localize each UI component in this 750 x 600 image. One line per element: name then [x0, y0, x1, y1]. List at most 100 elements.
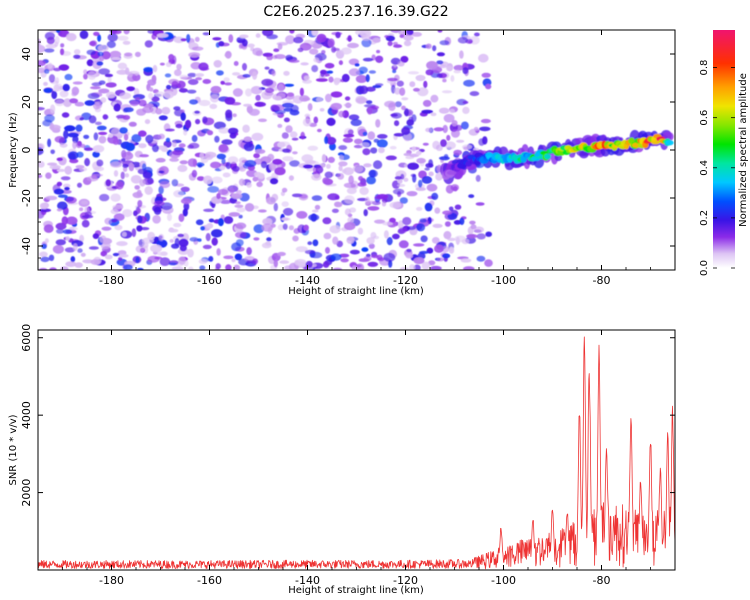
- spectrogram-blob: [246, 260, 257, 264]
- spectrogram-blob: [274, 54, 286, 60]
- spectrogram-blob: [316, 33, 327, 43]
- spectrogram-blob: [372, 37, 381, 43]
- spectrogram-blob: [112, 204, 124, 210]
- spectrogram-blob: [425, 69, 434, 76]
- spectrogram-blob: [243, 136, 252, 142]
- spectrogram-blob: [126, 150, 132, 156]
- spectrogram-blob: [225, 161, 232, 170]
- spectrogram-blob: [417, 87, 429, 97]
- spectrogram-blob: [60, 266, 69, 270]
- spectrogram-x-label: Height of straight line (km): [288, 286, 424, 297]
- spectrogram-blob: [367, 131, 376, 140]
- colorbar-tick-label: 0.8: [699, 60, 710, 76]
- spectrogram-blob: [421, 261, 430, 270]
- spectrogram-blob: [394, 87, 401, 95]
- spectrogram-blob: [156, 33, 169, 38]
- spectrogram-blob: [456, 139, 465, 143]
- spectrogram-blob: [413, 87, 420, 92]
- spectrogram-blob: [84, 100, 95, 106]
- spectrogram-blob: [56, 208, 63, 212]
- spectrogram-blob: [39, 202, 49, 210]
- spectrogram-blob: [83, 134, 90, 139]
- spectrogram-blob: [93, 31, 100, 36]
- spectrogram-blob: [300, 62, 309, 66]
- spectrogram-blob: [214, 135, 220, 143]
- x-tick-label: -80: [593, 274, 611, 287]
- spectrogram-blob: [411, 146, 416, 152]
- spectrogram-blob: [478, 53, 489, 63]
- spectrogram-blob: [210, 94, 220, 103]
- spectrogram-blob: [158, 115, 168, 121]
- spectrogram-blob: [41, 243, 47, 249]
- spectrogram-blob: [253, 237, 260, 241]
- spectrogram-blob: [110, 57, 122, 61]
- y-tick-label: 6000: [20, 324, 33, 352]
- spectrogram-blob: [266, 54, 274, 61]
- spectrogram-blob: [338, 161, 348, 167]
- spectrogram-blob: [49, 30, 58, 33]
- spectrogram-blob: [62, 83, 70, 92]
- spectrogram-blob: [101, 51, 111, 60]
- spectrogram-blob: [196, 176, 205, 182]
- spectrogram-blob: [231, 242, 242, 252]
- spectrogram-blob: [302, 118, 312, 127]
- spectrogram-blob: [350, 184, 357, 188]
- spectrogram-blob: [352, 165, 363, 173]
- spectrogram-blob: [202, 79, 212, 84]
- spectrogram-blob: [128, 162, 135, 172]
- spectrogram-blob: [333, 77, 340, 86]
- spectrogram-blob: [43, 88, 53, 93]
- spectrogram-blob: [122, 40, 131, 45]
- spectrogram-blob: [438, 107, 450, 114]
- spectrogram-blob: [235, 231, 247, 239]
- spectrogram-blob: [307, 241, 313, 246]
- spectrogram-blob: [57, 201, 68, 210]
- spectrogram-blob: [131, 134, 142, 143]
- spectrogram-blob: [444, 221, 451, 227]
- spectrogram-blob: [260, 161, 268, 169]
- spectrogram-blob: [400, 173, 405, 180]
- spectrogram-blob: [254, 101, 266, 107]
- spectrogram-blob: [453, 69, 461, 74]
- spectrogram-blob: [188, 52, 201, 58]
- spectrogram-blob: [256, 181, 263, 188]
- spectrogram-blob: [397, 183, 406, 187]
- spectrogram-blob: [45, 195, 58, 201]
- spectrogram-blob: [239, 192, 250, 202]
- spectrogram-blob: [322, 217, 332, 225]
- spectrogram-blob: [187, 89, 197, 94]
- spectrogram-blob: [320, 71, 325, 78]
- spectrogram-blob: [65, 236, 70, 241]
- spectrogram-blob: [423, 80, 428, 89]
- spectrogram-blob: [159, 257, 171, 266]
- spectrogram-blob: [409, 264, 416, 270]
- spectrogram-blob: [158, 166, 169, 175]
- spectrogram-blob: [218, 41, 225, 47]
- spectrogram-blob: [57, 194, 68, 198]
- spectrogram-blob: [326, 163, 331, 169]
- spectrogram-blob: [255, 50, 264, 57]
- spectrogram-blob: [436, 60, 444, 65]
- spectrogram-blob: [44, 238, 49, 244]
- spectrogram-blob: [375, 119, 381, 128]
- spectrogram-blob: [206, 223, 214, 229]
- spectrogram-blob: [403, 40, 412, 47]
- spectrogram-blob: [372, 85, 382, 89]
- spectrogram-blob: [131, 228, 137, 238]
- spectrogram-blob: [282, 156, 294, 162]
- spectrogram-blob: [376, 139, 388, 148]
- spectrogram-blob: [285, 125, 293, 133]
- spectrogram-blob: [178, 143, 186, 148]
- spectrogram-blob: [144, 40, 153, 48]
- x-tick-label: -160: [197, 274, 222, 287]
- spectrogram-blob: [87, 92, 100, 100]
- spectrogram-blob: [373, 160, 383, 170]
- spectrogram-blob: [328, 76, 334, 83]
- spectrogram-blob: [273, 48, 280, 52]
- spectrogram-blob: [66, 33, 77, 42]
- spectrogram-blob: [252, 176, 259, 182]
- spectrogram-blob: [390, 113, 398, 117]
- spectrogram-blob: [203, 175, 213, 185]
- spectrogram-blob: [65, 216, 78, 225]
- spectrogram-blob: [216, 248, 221, 256]
